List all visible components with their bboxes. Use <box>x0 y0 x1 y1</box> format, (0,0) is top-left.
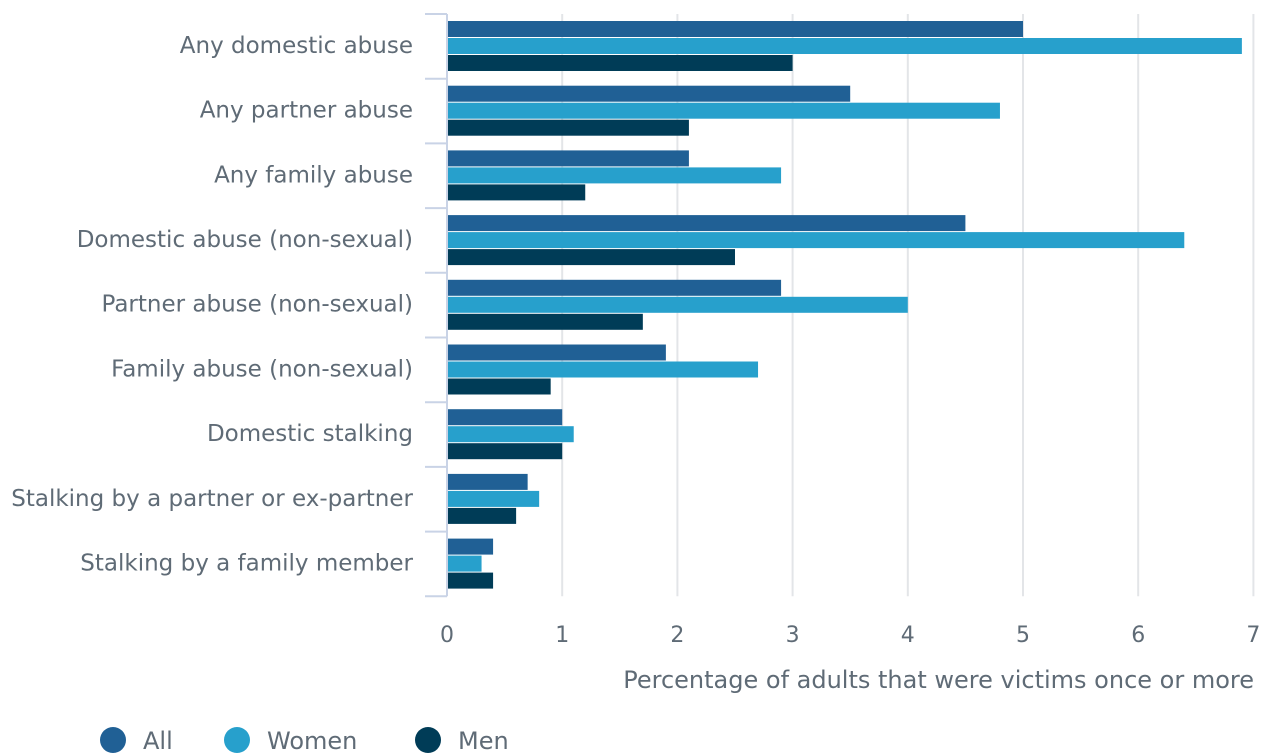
legend: All Women Men <box>100 727 509 755</box>
category-label: Stalking by a partner or ex-partner <box>11 486 413 512</box>
bar-women <box>448 102 1000 119</box>
bar-all <box>448 85 851 102</box>
bar-all <box>448 409 563 426</box>
bar-men <box>448 119 689 136</box>
bar-men <box>448 249 735 266</box>
bar-all <box>448 215 966 232</box>
bar-all <box>448 21 1023 37</box>
bars <box>448 21 1242 589</box>
bar-all <box>448 344 666 361</box>
x-tick-label: 7 <box>1246 623 1260 648</box>
x-tick-labels: 0 1 2 3 4 5 6 7 <box>440 623 1260 648</box>
legend-label-all: All <box>143 727 173 755</box>
bar-all <box>448 473 528 490</box>
x-tick-label: 0 <box>440 623 454 648</box>
category-label: Any partner abuse <box>200 98 413 124</box>
category-label: Any domestic abuse <box>180 33 413 59</box>
bar-women <box>448 555 482 572</box>
category-label: Family abuse (non-sexual) <box>111 356 413 382</box>
x-axis-title: Percentage of adults that were victims o… <box>623 666 1254 694</box>
bar-men <box>448 507 517 524</box>
bar-women <box>448 232 1185 249</box>
legend-swatch-all <box>100 727 126 753</box>
bar-women <box>448 426 574 443</box>
x-tick-label: 1 <box>555 623 569 648</box>
bar-men <box>448 184 586 201</box>
x-tick-label: 6 <box>1131 623 1145 648</box>
category-label: Stalking by a family member <box>80 550 413 576</box>
legend-swatch-women <box>224 727 250 753</box>
bar-all <box>448 150 689 167</box>
bar-men <box>448 443 563 460</box>
bar-women <box>448 361 759 378</box>
legend-label-men: Men <box>458 727 509 755</box>
bar-women <box>448 490 540 507</box>
bar-men <box>448 55 793 71</box>
category-label: Domestic stalking <box>207 421 413 447</box>
bar-men <box>448 572 494 589</box>
bar-men <box>448 378 551 395</box>
bar-all <box>448 538 494 555</box>
category-labels: Any domestic abuse Any partner abuse Any f… <box>11 33 413 577</box>
category-label: Domestic abuse (non-sexual) <box>77 227 413 253</box>
bar-women <box>448 167 782 184</box>
bar-women <box>448 38 1242 54</box>
x-tick-label: 3 <box>786 623 800 648</box>
bar-all <box>448 279 782 296</box>
bar-men <box>448 313 643 330</box>
category-label: Any family abuse <box>214 162 413 188</box>
legend-label-women: Women <box>267 727 357 755</box>
x-tick-label: 4 <box>901 623 915 648</box>
x-tick-label: 2 <box>670 623 684 648</box>
x-tick-label: 5 <box>1016 623 1030 648</box>
y-axis <box>425 13 448 598</box>
category-label: Partner abuse (non-sexual) <box>102 292 414 318</box>
legend-swatch-men <box>415 727 441 753</box>
bar-women <box>448 296 908 313</box>
